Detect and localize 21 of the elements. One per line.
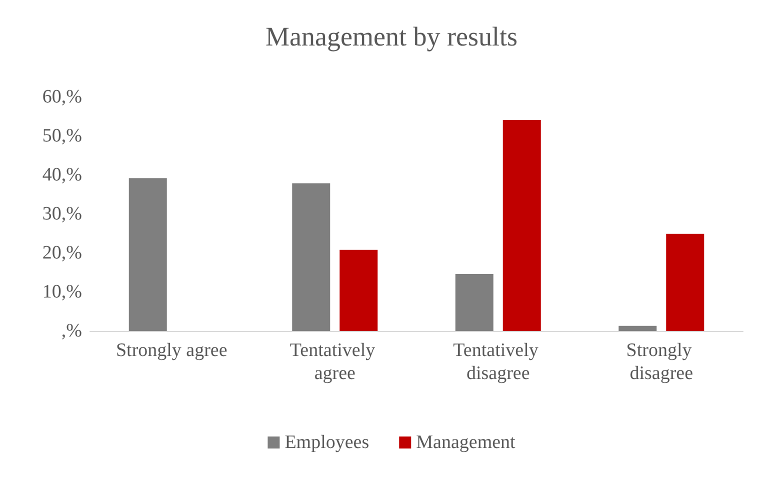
x-tick-label: Tentatively disagree [453,340,544,384]
x-tick-label: Tentatively agree [290,340,380,384]
bar [128,178,167,331]
y-tick-label: 50,% [42,126,82,146]
bar [455,274,494,331]
chart-title: Management by results [266,22,518,52]
y-tick-label: 10,% [42,282,82,302]
y-tick-label: ,% [61,320,82,342]
y-tick-label: 40,% [42,164,82,186]
bar [340,250,378,331]
bar [618,326,657,331]
y-tick-label: 20,% [42,242,82,264]
bar [292,183,330,331]
x-tick-label: Strongly disagree [626,340,696,384]
y-tick-label: 60,% [42,86,82,108]
bar [666,234,704,331]
y-tick-label: 30,% [42,204,82,224]
legend-label: Management [416,432,516,453]
x-tick-label: Strongly agree [116,340,228,361]
bar [502,120,541,331]
legend-label: Employees [284,432,370,453]
